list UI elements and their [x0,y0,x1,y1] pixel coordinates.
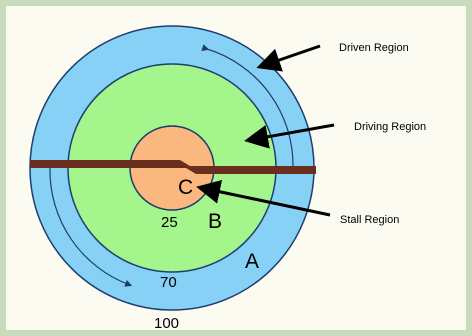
radius-label-100: 100 [154,315,179,332]
rotation-arc-lower [49,167,133,287]
stall-region-label: Stall Region [340,214,399,226]
letter-a: A [245,250,259,273]
driving-region-arrow [244,123,335,149]
letter-b: B [208,210,222,233]
radius-label-25: 25 [161,214,178,231]
stall-region-arrow [196,179,331,217]
rotation-arc-upper [201,44,294,169]
shaft-bar [30,160,316,174]
letter-c: C [178,176,193,199]
driving-region-label: Driving Region [354,121,426,133]
driven-region-label: Driven Region [339,42,409,54]
radius-label-70: 70 [160,274,177,291]
driven-region-arrow [256,44,321,72]
